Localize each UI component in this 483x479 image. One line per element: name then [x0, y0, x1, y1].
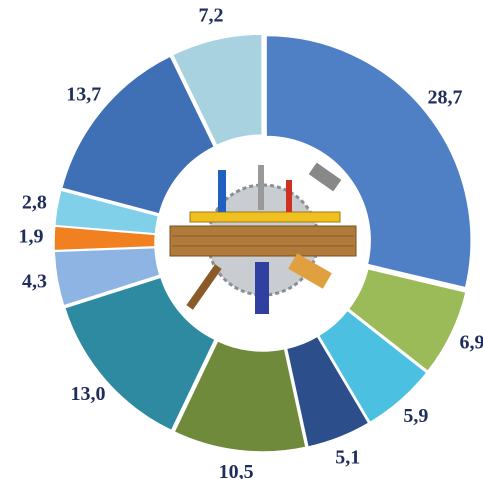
value-label: 1,9: [19, 225, 44, 247]
value-label: 13,7: [66, 83, 101, 105]
value-label: 13,0: [71, 383, 106, 405]
value-label: 7,2: [198, 5, 223, 27]
donut-slice: [53, 246, 161, 307]
value-label: 4,3: [22, 270, 47, 292]
value-label: 6,9: [459, 331, 483, 353]
donut-slice: [53, 189, 160, 235]
center-illustration: [163, 143, 363, 343]
value-label: 5,1: [335, 447, 360, 469]
donut-slice: [347, 267, 467, 373]
donut-slice: [173, 339, 307, 453]
donut-slice: [171, 33, 263, 147]
value-label: 2,8: [22, 191, 47, 213]
donut-slice: [285, 335, 370, 448]
value-label: 28,7: [427, 87, 462, 109]
donut-slice: [317, 309, 428, 424]
value-label: 10,5: [219, 461, 254, 479]
donut-slice: [63, 276, 217, 432]
donut-slice: [265, 34, 472, 289]
value-label: 5,9: [403, 405, 428, 427]
donut-slice: [60, 55, 216, 215]
